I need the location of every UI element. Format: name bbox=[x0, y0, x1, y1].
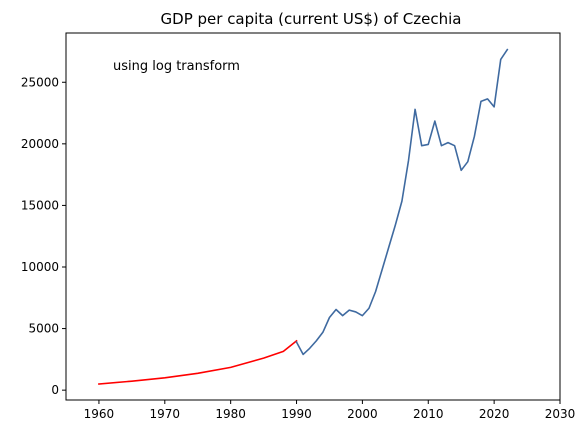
x-tick-label: 2030 bbox=[545, 407, 576, 421]
x-tick-label: 2020 bbox=[479, 407, 510, 421]
y-tick-label: 15000 bbox=[21, 198, 59, 212]
y-tick-label: 20000 bbox=[21, 137, 59, 151]
y-tick-label: 0 bbox=[51, 383, 59, 397]
chart-title: GDP per capita (current US$) of Czechia bbox=[161, 10, 462, 28]
x-tick-label: 2000 bbox=[347, 407, 378, 421]
chart-annotation: using log transform bbox=[113, 59, 240, 74]
series-line-2 bbox=[295, 48, 509, 356]
x-tick-label: 1980 bbox=[215, 407, 246, 421]
x-tick-label: 1990 bbox=[281, 407, 312, 421]
plot-area: 1960 1970 1980 1990 2000 2010 2020 2030 0 5000 100… bbox=[21, 32, 576, 421]
series-line-1 bbox=[98, 339, 298, 385]
x-tick-label: 1970 bbox=[150, 407, 181, 421]
x-tick-label: 1960 bbox=[84, 407, 115, 421]
y-tick-label: 25000 bbox=[21, 75, 59, 89]
y-tick-label: 10000 bbox=[21, 260, 59, 274]
x-tick-label: 2010 bbox=[413, 407, 444, 421]
axes-frame bbox=[65, 32, 561, 401]
y-tick-label: 5000 bbox=[28, 322, 59, 336]
